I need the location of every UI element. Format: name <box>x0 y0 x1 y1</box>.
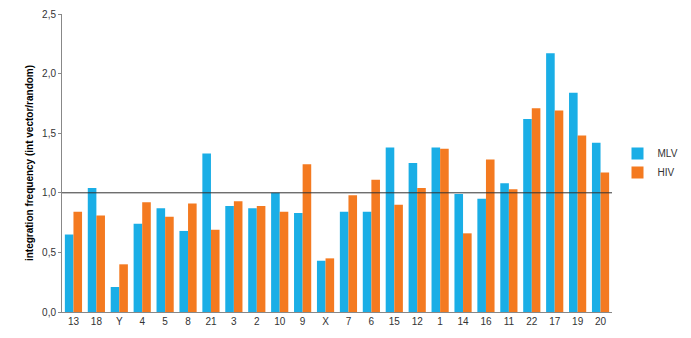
svg-text:HIV: HIV <box>658 167 675 178</box>
svg-text:3: 3 <box>231 316 237 327</box>
svg-text:18: 18 <box>91 316 103 327</box>
svg-text:2: 2 <box>254 316 260 327</box>
svg-text:13: 13 <box>68 316 80 327</box>
svg-text:2,0: 2,0 <box>42 68 56 79</box>
svg-text:1,0: 1,0 <box>42 187 56 198</box>
svg-text:19: 19 <box>572 316 584 327</box>
svg-text:integration frequency (int vec: integration frequency (int vector/random… <box>24 65 35 261</box>
svg-text:9: 9 <box>300 316 306 327</box>
svg-text:7: 7 <box>346 316 352 327</box>
svg-text:11: 11 <box>504 316 515 327</box>
svg-text:4: 4 <box>139 316 145 327</box>
svg-text:0,0: 0,0 <box>42 307 56 318</box>
svg-text:10: 10 <box>274 316 286 327</box>
svg-text:1,5: 1,5 <box>42 128 56 139</box>
svg-text:Y: Y <box>116 316 123 327</box>
svg-text:8: 8 <box>185 316 191 327</box>
svg-text:0,5: 0,5 <box>42 247 56 258</box>
svg-text:16: 16 <box>480 316 492 327</box>
svg-text:MLV: MLV <box>658 148 678 159</box>
svg-text:6: 6 <box>369 316 375 327</box>
svg-text:17: 17 <box>549 316 561 327</box>
svg-text:5: 5 <box>162 316 168 327</box>
svg-text:X: X <box>322 316 329 327</box>
svg-text:22: 22 <box>526 316 538 327</box>
svg-text:21: 21 <box>205 316 217 327</box>
svg-text:14: 14 <box>457 316 469 327</box>
svg-text:20: 20 <box>595 316 607 327</box>
svg-text:1: 1 <box>437 316 443 327</box>
svg-text:12: 12 <box>412 316 424 327</box>
svg-text:15: 15 <box>389 316 401 327</box>
svg-text:2,5: 2,5 <box>42 9 56 20</box>
